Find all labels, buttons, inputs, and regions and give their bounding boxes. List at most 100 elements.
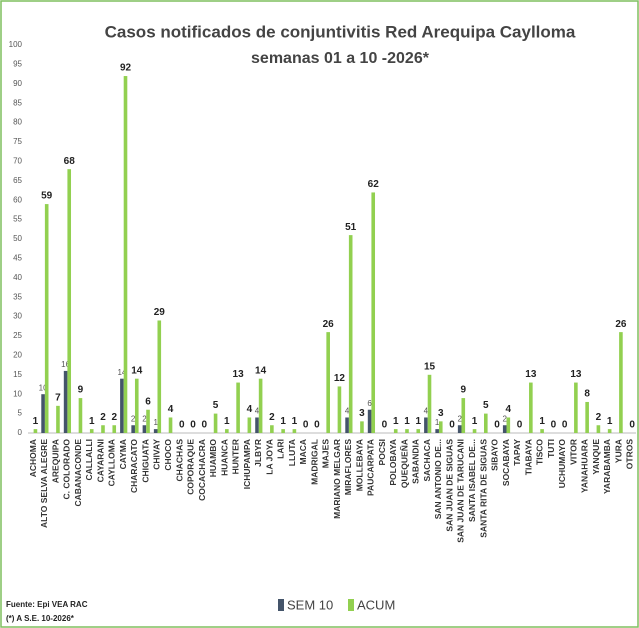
value-label: 13 [525,369,537,380]
x-tick-label: SOCABAYA [501,439,511,486]
x-tick-label: COCACHACRA [197,439,207,501]
x-tick-label: YARABAMBA [602,439,612,494]
y-tick-label: 25 [13,331,22,340]
y-tick-label: 70 [13,157,22,166]
bar [529,382,533,433]
bar [236,382,240,433]
x-tick-label: TUTI [546,439,556,458]
x-tick-label: SAN JUAN DE TARUCANI [456,439,466,543]
bar [78,398,83,433]
y-tick-label: 40 [13,273,22,282]
value-label: 26 [323,319,335,330]
value-label: 1 [393,416,399,427]
bar [371,192,376,433]
x-tick-label: MADRIGAL [309,439,319,485]
value-label: 9 [461,385,467,396]
x-tick-label: QUEQUEÑA [399,439,409,488]
bar [461,398,466,433]
value-label: 3 [359,408,365,419]
x-tick-label: POLOBAYA [388,439,398,486]
bar [367,409,372,433]
x-tick-label: CAYARANI [95,439,105,482]
value-label: 0 [314,420,320,431]
x-tick-label: MACA [298,439,308,465]
bar [101,425,105,433]
bar [112,425,117,433]
bar [619,332,623,433]
value-label: 1 [280,416,286,427]
x-tick-label: VITOR [568,439,578,465]
x-tick-label: POCSI [377,439,387,465]
bar [33,429,38,433]
bar [142,425,147,433]
value-label: 1 [89,416,95,427]
y-tick-label: 20 [13,351,22,360]
x-tick-label: SABANDIA [411,439,421,484]
value-label: 1 [607,416,613,427]
bar [123,76,128,433]
value-label: 8 [584,389,590,400]
bar [67,169,72,433]
footnote: (*) A S.E. 10-2026* [6,614,75,623]
bar [247,417,252,433]
x-tick-label: TISCO [535,439,545,465]
y-tick-label: 90 [13,79,22,88]
bar [596,425,601,433]
value-label: 2 [502,414,507,423]
value-label: 0 [190,420,196,431]
bar [427,374,432,433]
value-label: 2 [596,412,602,423]
x-tick-label: SIBAYO [490,439,500,471]
value-label: 9 [78,385,84,396]
bar [416,429,421,433]
bar [360,421,364,433]
x-tick-label: HUNTER [231,439,241,474]
x-tick-label: CABANACONDE [73,439,83,507]
bar [153,429,158,433]
y-tick-label: 35 [13,292,22,301]
y-tick-label: 65 [13,176,22,185]
bar [225,429,229,433]
x-tick-label: ICHUPAMPA [242,439,252,489]
source-note: Fuente: Epi VEA RAC [6,600,88,609]
y-tick-label: 50 [13,234,22,243]
x-tick-label: CAYLLOMA [107,439,117,486]
x-tick-label: LA JOYA [264,439,274,475]
x-tick-label: MAJES [321,439,331,469]
value-label: 2 [111,412,117,423]
bar [472,429,477,433]
value-label: 0 [202,420,208,431]
bar [281,429,285,433]
chart-title: Casos notificados de conjuntivitis Red A… [105,22,576,41]
x-tick-label: YANAHUARA [580,439,590,493]
value-label: 2 [142,414,147,423]
bar [348,235,353,433]
x-tick-label: CHARACATO [129,439,139,493]
bar [134,378,139,433]
bar [56,405,60,433]
bar [157,320,162,433]
value-label: 26 [615,319,627,330]
x-tick-label: JLBYR [253,439,263,467]
value-label: 1 [404,416,410,427]
value-label: 1 [539,416,545,427]
x-tick-label: MARIANO MELGAR [332,439,342,519]
value-label: 4 [247,404,253,415]
value-label: 92 [120,63,132,74]
x-tick-label: TIABAYA [523,439,533,475]
x-tick-label: AREQUIPA [50,439,60,483]
y-tick-label: 5 [18,409,23,418]
value-label: 51 [345,222,357,233]
value-label: 2 [131,414,136,423]
x-tick-label: YURA [613,439,623,463]
x-tick-label: HUANCA [219,439,229,476]
bar [270,425,274,433]
bar [405,429,409,433]
value-label: 7 [55,392,61,403]
bar [457,425,462,433]
y-tick-label: 80 [13,118,22,127]
value-label: 4 [345,407,350,416]
bar [540,429,544,433]
x-tick-label: LARI [276,439,286,459]
